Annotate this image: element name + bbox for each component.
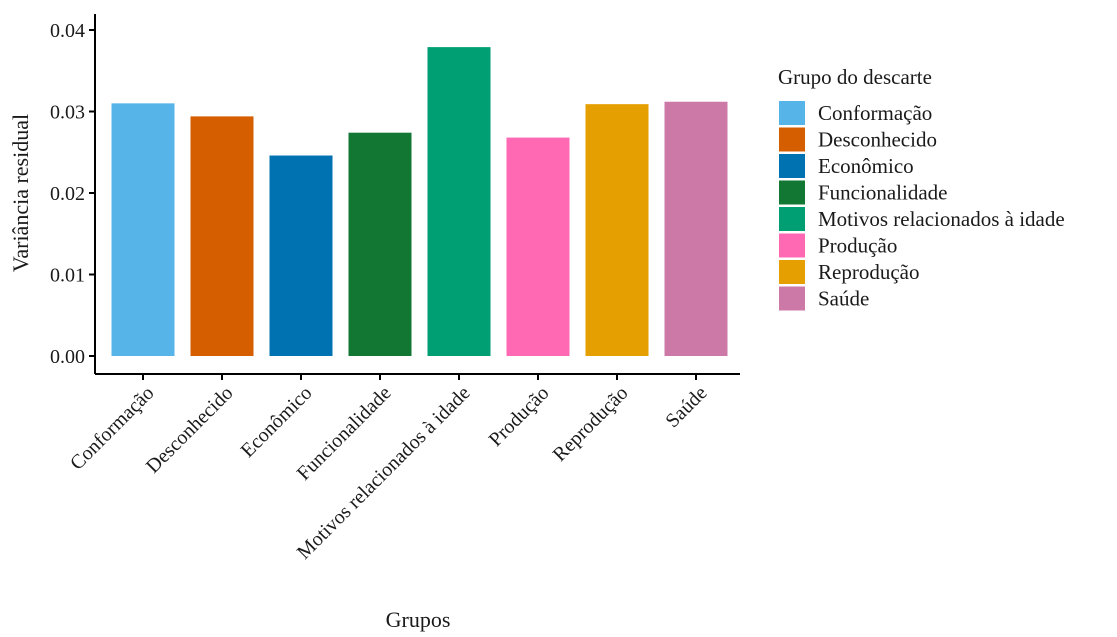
bar-saude xyxy=(664,101,728,356)
legend-swatch-desconhecido xyxy=(779,127,805,152)
legend-swatch-saude xyxy=(779,286,805,311)
legend-label-saude: Saúde xyxy=(818,287,869,311)
y-tick-label: 0.03 xyxy=(50,102,85,124)
legend-title: Grupo do descarte xyxy=(778,65,932,89)
legend-label-desconhecido: Desconhecido xyxy=(818,128,937,152)
x-tick-label-producao: Produção xyxy=(485,382,554,451)
legend-label-economico: Econômico xyxy=(818,154,914,178)
bars xyxy=(111,47,728,357)
legend-swatch-economico xyxy=(779,154,805,178)
y-axis-title: Variância residual xyxy=(8,114,33,272)
legend-swatch-motivos-relacionados-a-idade xyxy=(779,207,805,231)
y-tick-label: 0.02 xyxy=(50,183,85,205)
y-tick-label: 0.01 xyxy=(50,265,85,287)
y-tick-label: 0.04 xyxy=(50,20,85,42)
bar-motivos-relacionados-a-idade xyxy=(427,47,491,357)
x-tick-label-economico: Econômico xyxy=(237,382,317,462)
legend-label-reproducao: Reprodução xyxy=(818,260,919,284)
bar-funcionalidade xyxy=(348,132,412,356)
x-tick-label-reproducao: Reprodução xyxy=(549,382,633,466)
legend-label-producao: Produção xyxy=(818,234,897,258)
legend-swatch-reproducao xyxy=(779,260,805,284)
legend-swatch-producao xyxy=(779,233,805,258)
legend-label-conformacao: Conformação xyxy=(818,101,932,125)
bar-reproducao xyxy=(585,104,649,356)
bar-producao xyxy=(506,137,570,356)
x-tick-label-saude: Saúde xyxy=(661,382,711,432)
y-ticks: 0.00 0.01 0.02 0.03 0.04 xyxy=(50,20,95,368)
legend: Grupo do descarte Conformação Desconhecid… xyxy=(778,65,1065,311)
x-axis-title: Grupos xyxy=(386,607,451,632)
bar-economico xyxy=(269,155,333,356)
legend-label-funcionalidade: Funcionalidade xyxy=(818,181,947,205)
legend-label-motivos-relacionados-a-idade: Motivos relacionados à idade xyxy=(818,207,1065,231)
bar-desconhecido xyxy=(190,116,254,356)
bar-conformacao xyxy=(111,103,175,356)
legend-swatch-conformacao xyxy=(779,101,805,125)
legend-swatch-funcionalidade xyxy=(779,180,805,205)
y-tick-label: 0.00 xyxy=(50,346,85,368)
